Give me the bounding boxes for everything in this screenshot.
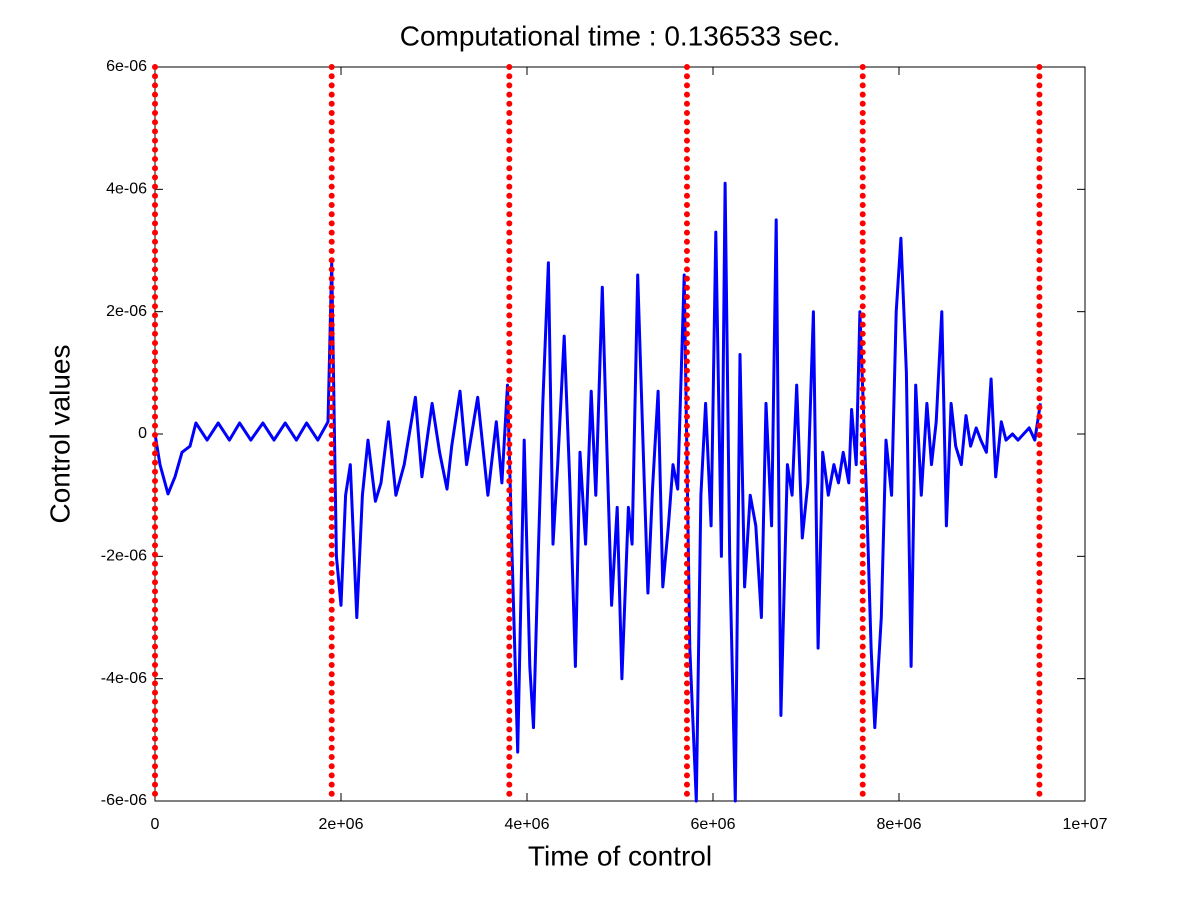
x-tick-label: 1e+07	[1063, 816, 1108, 833]
y-tick-label: -4e-06	[101, 670, 147, 687]
y-tick-label: 4e-06	[106, 181, 147, 198]
x-tick-label: 2e+06	[319, 816, 364, 833]
x-tick-label: 6e+06	[691, 816, 736, 833]
y-tick-label: 6e-06	[106, 58, 147, 75]
x-tick-label: 4e+06	[505, 816, 550, 833]
x-tick-label: 0	[151, 816, 160, 833]
y-tick-label: 2e-06	[106, 303, 147, 320]
data-line	[153, 181, 1042, 803]
x-tick-label: 8e+06	[877, 816, 922, 833]
y-axis-label: Control values	[44, 345, 75, 524]
y-tick-label: 0	[138, 425, 147, 442]
chart-title: Computational time : 0.136533 sec.	[400, 20, 840, 51]
x-axis-label: Time of control	[528, 840, 712, 871]
y-tick-label: -2e-06	[101, 548, 147, 565]
y-tick-label: -6e-06	[101, 792, 147, 809]
